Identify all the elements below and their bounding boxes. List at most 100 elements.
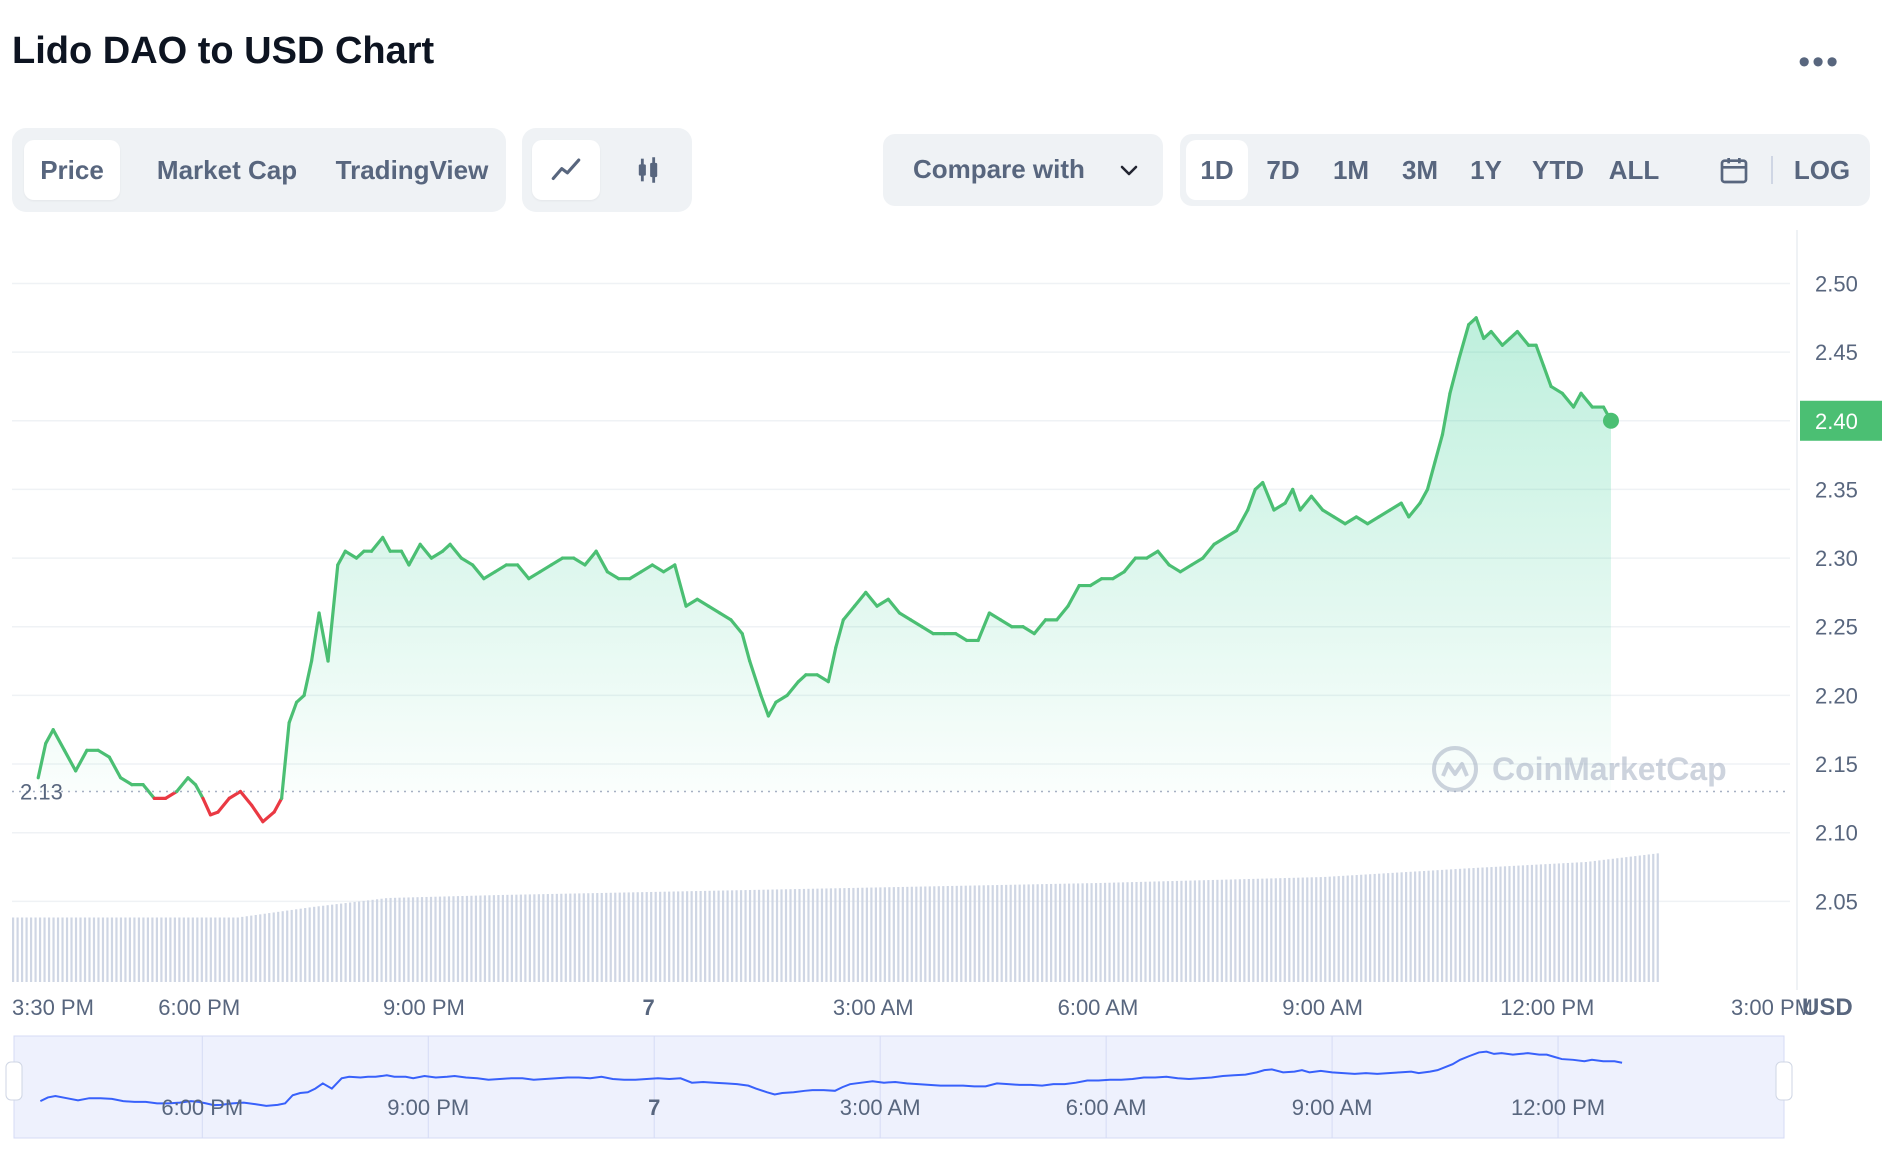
candlestick-button[interactable] <box>614 140 682 200</box>
volume-bar <box>1072 883 1075 982</box>
price-line-segment <box>684 597 699 608</box>
range-1m[interactable]: 1M <box>1332 155 1370 185</box>
price-chart[interactable]: 2.13 CoinMarketCap 2.50 2.45 2.40 2.35 2.30 2… <box>0 230 1882 1150</box>
volume-bar <box>829 888 833 982</box>
volume-bar <box>470 895 473 982</box>
volume-bar <box>420 897 424 982</box>
volume-bar <box>1463 868 1466 982</box>
price-line-segment <box>1549 384 1564 395</box>
volume-bar <box>632 892 635 982</box>
volume-bar <box>537 894 540 982</box>
price-line-segment <box>1234 508 1250 533</box>
volume-bar <box>308 907 311 982</box>
volume-bar <box>1283 878 1286 982</box>
volume-bar <box>1068 883 1071 982</box>
volume-bar <box>775 889 779 982</box>
volume-bar <box>695 891 698 982</box>
tab-tradingview[interactable]: TradingView <box>335 155 489 185</box>
volume-bar <box>223 917 226 982</box>
volume-bar <box>910 886 913 982</box>
price-line-segment <box>549 556 565 567</box>
range-divider <box>1771 156 1773 184</box>
volume-bar <box>214 917 217 982</box>
volume-bar <box>942 886 945 982</box>
range-1d[interactable]: 1D <box>1186 140 1248 200</box>
range-3m[interactable]: 3M <box>1401 155 1439 185</box>
volume-bar <box>1647 854 1650 982</box>
y-tick-label: 2.45 <box>1815 340 1858 365</box>
volume-bar <box>704 890 707 982</box>
volume-bar <box>205 917 208 982</box>
volume-bar <box>1652 853 1655 982</box>
volume-bar <box>852 887 855 982</box>
volume-bar <box>313 906 316 982</box>
volume-bar <box>1081 883 1084 982</box>
navigator-left-handle[interactable] <box>5 1061 23 1101</box>
volume-bar <box>402 897 406 982</box>
log-scale-button[interactable]: LOG <box>1793 155 1851 185</box>
volume-bar <box>1184 880 1188 982</box>
volume-bar <box>34 917 37 982</box>
more-options-icon[interactable]: ••• <box>1798 43 1840 81</box>
time-range-selector: 1D 7D 1M 3M 1Y YTD ALL LOG <box>1180 134 1870 206</box>
line-chart-button[interactable] <box>532 140 600 200</box>
price-line-segment <box>538 563 553 574</box>
price-line-segment <box>1156 549 1171 567</box>
volume-bar <box>847 888 851 982</box>
price-line-segment <box>954 631 969 643</box>
range-all[interactable]: ALL <box>1608 155 1660 185</box>
volume-bar <box>964 885 967 982</box>
range-ytd[interactable]: YTD <box>1532 155 1584 185</box>
price-line-segment <box>470 563 486 581</box>
volume-bar <box>43 917 46 982</box>
range-1y[interactable]: 1Y <box>1470 155 1502 185</box>
volume-bar <box>268 913 271 982</box>
navigator-tick-label: 3:00 AM <box>840 1095 921 1120</box>
price-line-segment <box>886 597 902 615</box>
volume-bar <box>335 904 338 982</box>
volume-bar <box>690 891 693 982</box>
tab-market-cap[interactable]: Market Cap <box>156 155 298 185</box>
volume-bar <box>874 887 877 982</box>
price-line-segment <box>740 631 752 663</box>
volume-bar <box>1566 862 1569 982</box>
volume-bar <box>551 893 554 982</box>
coinmarketcap-logo-icon <box>1441 762 1469 777</box>
volume-bar <box>1440 869 1444 982</box>
navigator-right-handle[interactable] <box>1775 1061 1793 1101</box>
price-line-segment <box>1111 570 1126 581</box>
price-line-segment <box>1291 487 1302 512</box>
volume-bar <box>61 917 64 982</box>
volume-bar <box>331 904 334 982</box>
range-7d[interactable]: 7D <box>1266 155 1300 185</box>
volume-bar <box>865 887 868 982</box>
volume-bar <box>119 917 123 982</box>
compare-with-label: Compare with <box>913 154 1085 184</box>
volume-bar <box>1405 872 1408 982</box>
volume-bar <box>1530 864 1534 982</box>
volume-bar <box>65 917 69 982</box>
volume-bar <box>1027 884 1030 982</box>
volume-bar <box>16 917 19 982</box>
volume-bar <box>928 886 931 982</box>
price-line-segment <box>407 542 422 567</box>
volume-bar <box>663 891 666 982</box>
volume-bar <box>519 894 522 982</box>
volume-bar <box>83 917 87 982</box>
volume-bar <box>483 895 487 982</box>
volume-bar <box>434 896 437 982</box>
volume-bar <box>1220 879 1223 982</box>
volume-bar <box>955 885 958 982</box>
calendar-button[interactable] <box>1708 140 1760 200</box>
volume-bar <box>1342 875 1345 982</box>
volume-bar <box>578 893 581 982</box>
tab-price[interactable]: Price <box>24 140 120 200</box>
volume-bar <box>344 903 347 982</box>
volume-bar <box>946 886 949 982</box>
volume-bar <box>1193 880 1197 982</box>
volume-bar <box>762 889 765 982</box>
volume-bar <box>128 917 132 982</box>
compare-with-dropdown[interactable]: Compare with <box>883 134 1163 206</box>
volume-bar <box>1634 856 1637 982</box>
y-tick-label: 2.50 <box>1815 271 1858 296</box>
